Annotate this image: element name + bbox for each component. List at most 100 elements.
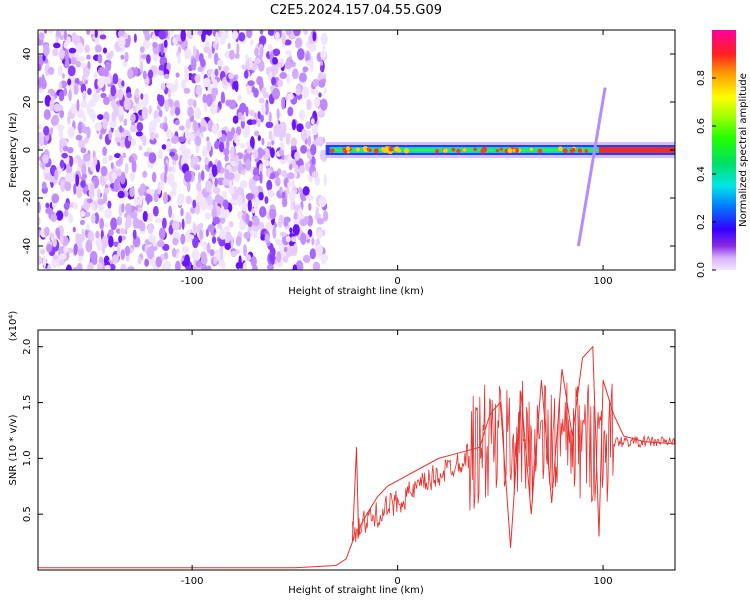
- noise-speck: [80, 98, 87, 109]
- noise-speck: [245, 254, 252, 262]
- noise-speck: [48, 66, 55, 76]
- noise-speck: [292, 61, 296, 68]
- snr-series-fluctuations: [352, 380, 675, 543]
- noise-speck: [137, 256, 142, 265]
- track-peak: [435, 149, 440, 154]
- noise-speck: [269, 172, 276, 180]
- snr-panel: -100 0 100 0.5 1.0 1.5 2.0 Height of straight…: [8, 311, 676, 596]
- noise-speck: [194, 74, 201, 83]
- noise-speck: [199, 222, 204, 229]
- noise-speck: [83, 66, 90, 78]
- noise-speck: [310, 118, 315, 125]
- noise-speck: [190, 206, 196, 214]
- noise-speck: [57, 65, 63, 76]
- noise-speck: [259, 35, 267, 46]
- noise-speck: [82, 114, 87, 123]
- x-tick-label: -100: [181, 576, 204, 587]
- noise-speck: [82, 90, 87, 101]
- noise-speck: [92, 156, 98, 166]
- noise-speck: [282, 255, 289, 263]
- noise-speck: [209, 102, 218, 115]
- colorbar-label: Normalized spectral amplitude: [738, 73, 749, 227]
- noise-speck: [94, 212, 100, 225]
- noise-speck: [168, 205, 173, 218]
- noise-speck: [123, 98, 131, 111]
- noise-speck: [64, 181, 72, 192]
- noise-speck: [154, 217, 163, 224]
- noise-speck: [95, 230, 100, 239]
- y-tick-label: 0: [22, 147, 33, 153]
- noise-speck: [129, 211, 138, 219]
- noise-speck: [112, 73, 119, 85]
- noise-speck: [55, 35, 59, 43]
- noise-speck: [249, 39, 254, 46]
- noise-speck: [68, 47, 77, 54]
- track-peak: [499, 147, 503, 151]
- noise-speck: [253, 87, 259, 98]
- noise-speck: [126, 92, 132, 99]
- noise-speck: [89, 250, 98, 262]
- noise-speck: [219, 228, 227, 240]
- noise-speck: [222, 66, 230, 72]
- track-strong-segment: [598, 147, 675, 153]
- noise-speck: [278, 148, 284, 156]
- noise-speck: [129, 124, 137, 133]
- noise-speck: [276, 108, 280, 121]
- noise-speck: [246, 146, 253, 154]
- noise-speck: [148, 152, 157, 164]
- noise-speck: [58, 90, 65, 102]
- noise-speck: [120, 263, 127, 270]
- noise-speck: [76, 99, 80, 112]
- noise-speck: [294, 171, 298, 178]
- noise-speck: [139, 61, 144, 71]
- noise-speck: [81, 228, 85, 242]
- noise-speck: [146, 246, 155, 260]
- noise-speck: [50, 213, 58, 222]
- noise-speck: [176, 50, 180, 58]
- track-peak: [473, 147, 477, 152]
- noise-speck: [192, 223, 197, 236]
- noise-speck: [76, 186, 83, 199]
- noise-speck: [243, 231, 251, 239]
- noise-speck: [280, 140, 284, 151]
- noise-speck: [197, 171, 202, 184]
- noise-speck: [306, 98, 312, 111]
- track-peak: [537, 148, 543, 154]
- noise-speck: [238, 32, 246, 42]
- noise-speck: [127, 68, 134, 80]
- noise-speck: [180, 233, 186, 245]
- noise-speck: [80, 210, 86, 217]
- noise-speck: [287, 93, 294, 100]
- noise-speck: [125, 215, 132, 228]
- noise-speck: [142, 210, 148, 222]
- noise-speck: [38, 136, 45, 147]
- noise-speck: [198, 53, 204, 64]
- track-peak: [329, 148, 335, 154]
- noise-speck: [54, 169, 59, 181]
- noise-speck: [285, 49, 292, 56]
- noise-speck: [283, 246, 288, 253]
- noise-speck: [42, 154, 49, 164]
- noise-speck: [110, 162, 114, 170]
- noise-speck: [202, 93, 208, 104]
- noise-speck: [163, 39, 168, 49]
- noise-speck: [287, 106, 294, 117]
- noise-speck: [73, 183, 77, 195]
- noise-speck: [104, 222, 109, 229]
- noise-speck: [206, 136, 210, 142]
- noise-speck: [58, 81, 63, 90]
- noise-speck: [103, 187, 110, 195]
- noise-speck: [154, 189, 159, 197]
- track-peak: [462, 147, 467, 152]
- noise-speck: [290, 137, 298, 147]
- noise-speck: [63, 209, 69, 218]
- noise-speck: [62, 145, 69, 152]
- noise-speck: [133, 33, 137, 43]
- noise-speck: [94, 37, 100, 46]
- noise-speck: [288, 190, 296, 203]
- noise-speck: [271, 76, 277, 86]
- noise-speck: [158, 30, 166, 40]
- noise-speck: [97, 77, 105, 89]
- noise-speck: [170, 135, 179, 144]
- noise-speck: [38, 229, 41, 238]
